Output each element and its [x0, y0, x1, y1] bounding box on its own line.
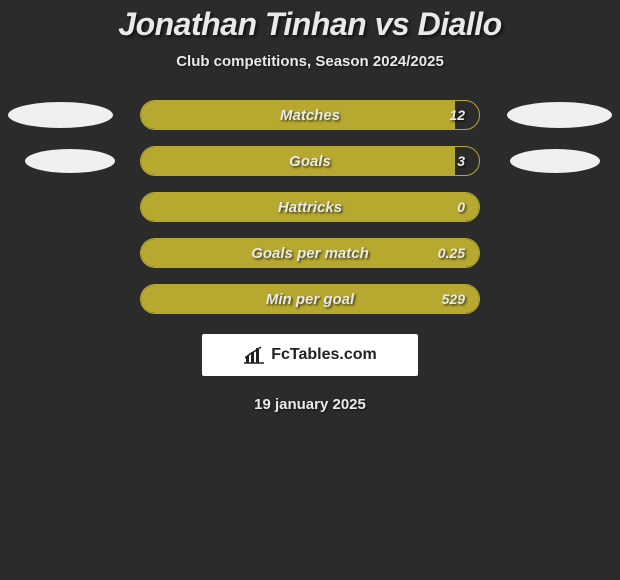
subtitle: Club competitions, Season 2024/2025: [176, 53, 444, 70]
stat-value: 3: [457, 153, 465, 169]
player-ellipse-left: [8, 102, 113, 128]
stat-label: Min per goal: [141, 291, 479, 308]
stat-value: 0.25: [438, 245, 465, 261]
attribution-text: FcTables.com: [271, 346, 377, 364]
bar-chart-icon: [243, 346, 265, 364]
stat-row: Goals per match 0.25: [0, 238, 620, 268]
attribution-badge: FcTables.com: [202, 334, 418, 376]
stats-area: Matches 12 Goals 3 Hattricks 0: [0, 100, 620, 314]
stat-bar-gpm: Goals per match 0.25: [140, 238, 480, 268]
stat-value: 529: [442, 291, 465, 307]
stat-label: Hattricks: [141, 199, 479, 216]
stat-bar-hattricks: Hattricks 0: [140, 192, 480, 222]
player-ellipse-left: [25, 149, 115, 173]
stat-row: Hattricks 0: [0, 192, 620, 222]
stat-row: Matches 12: [0, 100, 620, 130]
player-ellipse-right: [510, 149, 600, 173]
stat-value: 12: [449, 107, 465, 123]
date-text: 19 january 2025: [254, 396, 366, 413]
infographic-container: Jonathan Tinhan vs Diallo Club competiti…: [0, 0, 620, 413]
stat-value: 0: [457, 199, 465, 215]
stat-bar-mpg: Min per goal 529: [140, 284, 480, 314]
stat-row: Goals 3: [0, 146, 620, 176]
stat-label: Goals per match: [141, 245, 479, 262]
stat-bar-matches: Matches 12: [140, 100, 480, 130]
player-ellipse-right: [507, 102, 612, 128]
stat-label: Goals: [141, 153, 479, 170]
stat-bar-goals: Goals 3: [140, 146, 480, 176]
stat-label: Matches: [141, 107, 479, 124]
page-title: Jonathan Tinhan vs Diallo: [118, 6, 501, 43]
stat-row: Min per goal 529: [0, 284, 620, 314]
